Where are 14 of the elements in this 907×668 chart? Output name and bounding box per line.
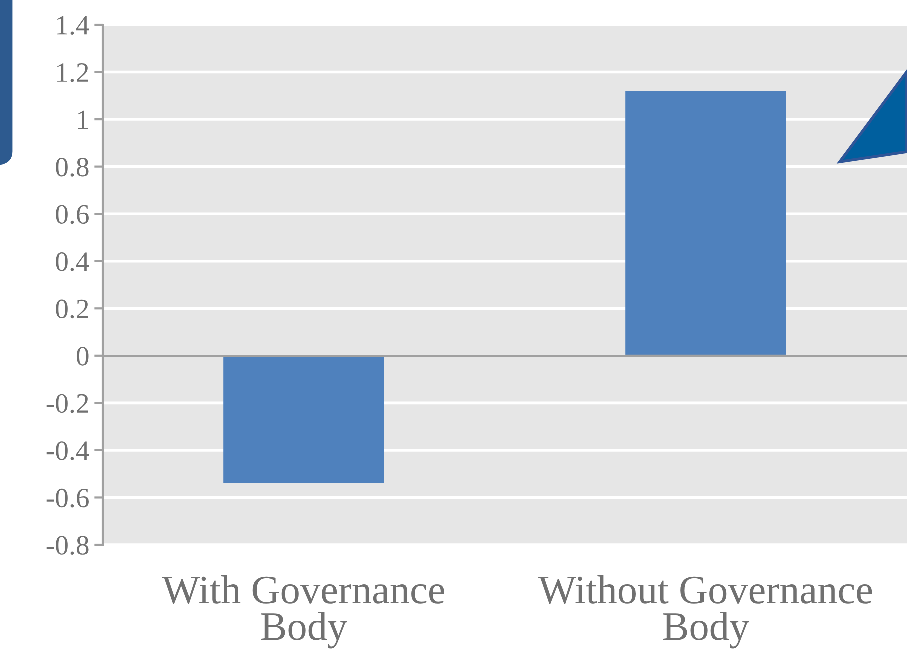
- y-tick-label: -0.6: [46, 488, 89, 508]
- y-tick-label: 0.4: [56, 252, 90, 272]
- y-tick-label: 0.8: [56, 158, 89, 177]
- y-tick-label: -0.4: [46, 442, 90, 460]
- x-tick-label: Without Governance Body: [538, 576, 872, 649]
- y-tick-label: -0.8: [46, 536, 89, 556]
- y-tick-label: 0: [76, 347, 89, 366]
- y-tick-label: 0.6: [56, 205, 89, 224]
- y-tick-label: 1.2: [58, 64, 88, 82]
- y-tick-label: -0.2: [46, 394, 88, 414]
- y-tick-label: 1: [78, 110, 88, 130]
- y-tick-label: 0.2: [56, 300, 88, 319]
- x-tick-label: With Governance Body: [162, 576, 444, 649]
- y-tick-label: 1.4: [58, 16, 90, 36]
